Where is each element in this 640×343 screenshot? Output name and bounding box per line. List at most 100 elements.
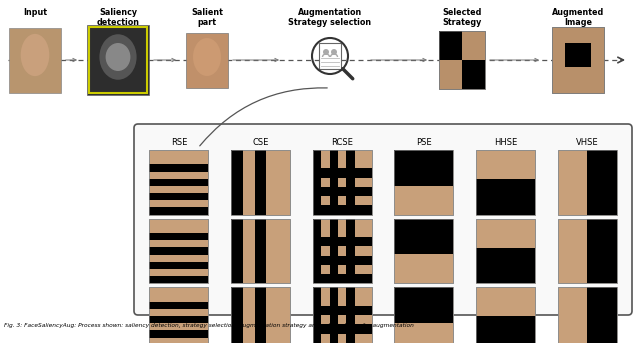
Ellipse shape <box>20 34 49 76</box>
Bar <box>231 150 290 215</box>
Bar <box>149 287 208 343</box>
Bar <box>89 27 147 93</box>
Bar <box>552 27 604 93</box>
Bar <box>149 208 208 215</box>
Text: Input: Input <box>23 8 47 17</box>
Bar <box>346 150 355 215</box>
Bar <box>231 287 290 343</box>
Bar <box>476 150 535 215</box>
Text: RCSE: RCSE <box>332 138 353 147</box>
Bar <box>476 150 535 215</box>
Bar <box>149 150 208 215</box>
Bar <box>313 256 372 265</box>
Bar <box>231 150 243 215</box>
Bar <box>558 219 616 283</box>
Circle shape <box>331 49 337 55</box>
Bar <box>558 219 616 283</box>
Bar <box>330 150 338 215</box>
Bar <box>149 233 208 240</box>
Bar <box>476 219 535 283</box>
Bar <box>394 150 453 215</box>
Bar <box>149 179 208 186</box>
Bar <box>394 219 453 283</box>
Bar <box>149 193 208 200</box>
Bar <box>186 33 228 87</box>
Bar <box>231 287 290 343</box>
Text: HHSE: HHSE <box>494 138 517 147</box>
Bar <box>313 287 372 343</box>
Bar <box>313 150 372 215</box>
Bar <box>255 219 266 283</box>
Bar <box>149 330 208 338</box>
Bar <box>394 219 453 283</box>
Bar <box>476 287 535 343</box>
Bar <box>149 276 208 283</box>
Ellipse shape <box>193 38 221 76</box>
Bar <box>231 219 243 283</box>
Bar <box>313 324 372 333</box>
Bar <box>255 150 266 215</box>
Bar <box>558 287 616 343</box>
Bar <box>231 219 290 283</box>
Bar <box>319 43 341 69</box>
Bar <box>313 150 321 215</box>
Bar <box>476 219 535 283</box>
Bar <box>558 150 616 215</box>
Bar <box>313 237 372 246</box>
Bar <box>476 179 535 215</box>
Text: Augmentation
Strategy selection: Augmentation Strategy selection <box>289 8 372 27</box>
FancyBboxPatch shape <box>134 124 632 315</box>
Bar <box>476 248 535 283</box>
Bar <box>255 287 266 343</box>
Bar <box>439 31 462 60</box>
Bar <box>565 44 591 67</box>
Bar <box>587 219 616 283</box>
Text: Fig. 3: FaceSaliencyAug: Process shown: saliency detection, strategy selection, : Fig. 3: FaceSaliencyAug: Process shown: … <box>4 323 414 328</box>
Bar <box>313 219 321 283</box>
Bar <box>462 60 485 89</box>
Bar <box>394 219 453 254</box>
Text: CSE: CSE <box>252 138 269 147</box>
Bar <box>394 150 453 186</box>
Bar <box>149 164 208 172</box>
Text: PSE: PSE <box>416 138 431 147</box>
Bar <box>313 287 372 343</box>
Bar <box>346 219 355 283</box>
Bar <box>87 25 149 95</box>
Bar <box>476 317 535 343</box>
Bar <box>558 287 616 343</box>
Bar <box>476 287 535 343</box>
Bar <box>313 274 372 283</box>
Bar <box>330 219 338 283</box>
Bar <box>394 287 453 323</box>
Text: RSE: RSE <box>171 138 187 147</box>
Bar <box>587 287 616 343</box>
Bar <box>394 287 453 343</box>
Bar <box>313 187 372 196</box>
Ellipse shape <box>99 34 136 80</box>
Bar <box>149 262 208 269</box>
Text: Augmented
Image: Augmented Image <box>552 8 604 27</box>
Bar <box>313 205 372 215</box>
Bar <box>330 287 338 343</box>
Bar <box>394 287 453 343</box>
Bar <box>313 306 372 315</box>
Bar <box>346 287 355 343</box>
Bar <box>313 219 372 283</box>
Text: Salient
part: Salient part <box>191 8 223 27</box>
Bar <box>313 287 321 343</box>
Bar <box>587 150 616 215</box>
Bar <box>149 219 208 283</box>
Bar <box>149 219 208 283</box>
Bar <box>231 150 290 215</box>
Text: Selected
Strategy: Selected Strategy <box>442 8 482 27</box>
Bar <box>149 247 208 255</box>
Circle shape <box>323 49 329 55</box>
Bar <box>149 150 208 215</box>
Bar <box>149 302 208 309</box>
Bar <box>9 27 61 93</box>
Bar <box>313 168 372 178</box>
Bar <box>313 150 372 215</box>
Bar <box>313 219 372 283</box>
Bar <box>231 219 290 283</box>
